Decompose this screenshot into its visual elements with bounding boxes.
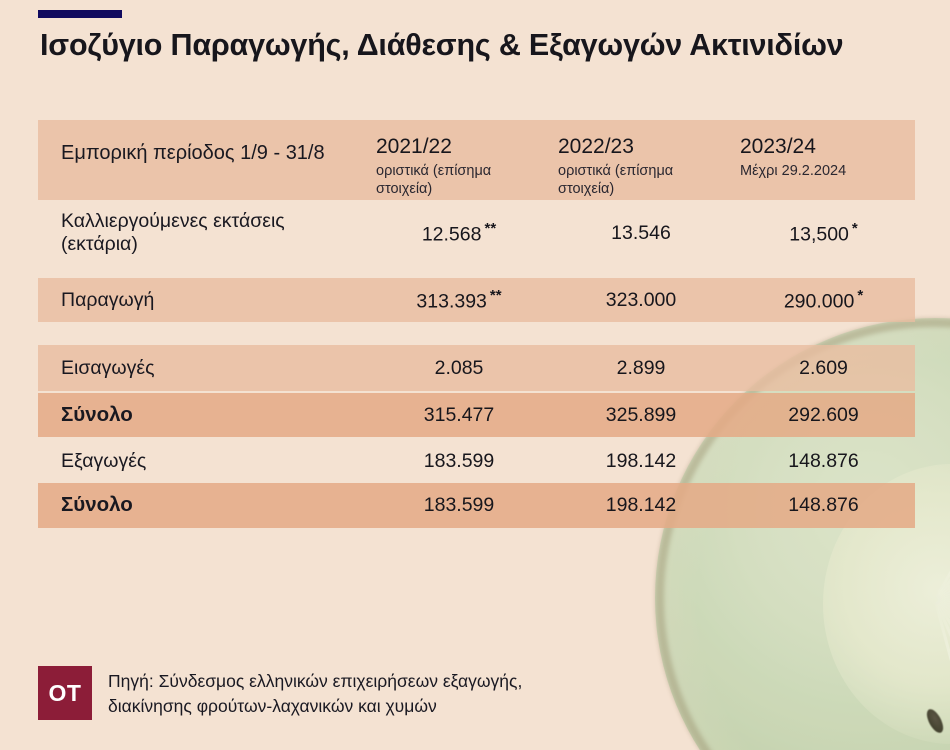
- row-value: 2.085: [368, 357, 550, 380]
- value-text: 2.085: [434, 356, 484, 379]
- kiwi-ray: [933, 599, 950, 750]
- value-text: 290.000: [783, 290, 855, 313]
- kiwi-ray: [933, 598, 950, 750]
- header-year: 2023/24: [740, 135, 816, 158]
- kiwi-ray: [934, 598, 950, 657]
- kiwi-ray: [933, 598, 950, 750]
- kiwi-ray: [934, 598, 950, 616]
- kiwi-ray: [933, 365, 950, 601]
- value-footnote-mark: **: [489, 286, 502, 304]
- header-subtitle: οριστικά (επίσημα στοιχεία): [558, 163, 674, 198]
- value-text: 315.477: [423, 403, 495, 426]
- row-label: Εξαγωγές: [61, 449, 147, 472]
- source-line-2: διακίνησης φρούτων-λαχανικών και χυμών: [108, 696, 437, 717]
- row-label: Σύνολο: [61, 493, 133, 517]
- row-value: 313.393 **: [368, 287, 550, 314]
- value-text: 2.609: [799, 356, 848, 379]
- row-label: Καλλιεργούμενες εκτάσεις (εκτάρια): [61, 210, 285, 255]
- row-value: 290.000 *: [732, 287, 915, 314]
- table-row: Εξαγωγές 183.599 198.142 148.876: [38, 440, 915, 482]
- footer: ΟΤ Πηγή: Σύνδεσμος ελληνικών επιχειρήσεω…: [38, 666, 522, 720]
- header-col-2023-24: 2023/24 Μέχρι 29.2.2024: [732, 120, 915, 180]
- kiwi-ray: [934, 451, 950, 601]
- table-row: Καλλιεργούμενες εκτάσεις (εκτάρια) 12.568 *…: [38, 200, 915, 266]
- page-title: Ισοζύγιο Παραγωγής, Διάθεσης & Εξαγωγών …: [40, 28, 844, 62]
- header-col-2022-23: 2022/23 οριστικά (επίσημα στοιχεία): [550, 120, 732, 198]
- kiwi-ray: [934, 598, 950, 698]
- row-value: 13.546: [550, 222, 732, 245]
- row-label: Σύνολο: [61, 402, 133, 426]
- value-text: 2.899: [616, 356, 666, 379]
- kiwi-ray: [933, 418, 950, 601]
- row-value: 183.599: [368, 494, 550, 517]
- row-value: 2.609: [732, 357, 915, 380]
- row-value: 12.568 **: [368, 220, 550, 247]
- value-footnote-mark: *: [857, 286, 864, 304]
- row-value: 325.899: [550, 404, 732, 427]
- row-value: 2.899: [550, 357, 732, 380]
- header-subtitle: Μέχρι 29.2.2024: [740, 163, 847, 180]
- value-footnote-mark: **: [484, 219, 497, 237]
- row-value: 13,500 *: [732, 220, 915, 247]
- value-text: 13.546: [611, 221, 671, 244]
- header-period-label: Εμπορική περίοδος 1/9 - 31/8: [61, 142, 325, 164]
- table-header-row: Εμπορική περίοδος 1/9 - 31/8 2021/22 ορι…: [38, 120, 915, 200]
- value-text: 292.609: [788, 403, 859, 426]
- row-value: 183.599: [368, 450, 550, 473]
- table-row: Σύνολο 315.477 325.899 292.609: [38, 393, 915, 437]
- kiwi-ray: [934, 528, 950, 601]
- value-text: 325.899: [605, 403, 677, 426]
- value-text: 183.599: [423, 494, 495, 516]
- value-text: 198.142: [605, 449, 677, 472]
- kiwi-ray: [934, 598, 950, 736]
- header-year: 2022/23: [558, 135, 634, 158]
- ot-logo: ΟΤ: [38, 666, 92, 720]
- row-value: 198.142: [550, 494, 732, 517]
- row-value: 315.477: [368, 404, 550, 427]
- source-note: Πηγή: Σύνδεσμος ελληνικών επιχειρήσεων ε…: [108, 666, 522, 720]
- kiwi-ray: [933, 598, 950, 750]
- row-label: Παραγωγή: [61, 288, 155, 311]
- value-text: 12.568: [421, 223, 482, 246]
- value-text: 198.142: [605, 494, 677, 516]
- header-subtitle: οριστικά (επίσημα στοιχεία): [376, 163, 492, 198]
- kiwi-ray: [934, 488, 950, 601]
- kiwi-seed: [923, 706, 947, 736]
- table-row: Σύνολο 183.599 198.142 148.876: [38, 483, 915, 528]
- value-text: 323.000: [605, 288, 677, 311]
- kiwi-ray: [933, 389, 950, 601]
- row-value: 148.876: [732, 494, 915, 517]
- header-col-2021-22: 2021/22 οριστικά (επίσημα στοιχεία): [368, 120, 550, 198]
- table-row: Παραγωγή 313.393 ** 323.000 290.000 *: [38, 278, 915, 322]
- value-footnote-mark: *: [851, 219, 858, 237]
- header-year: 2021/22: [376, 135, 452, 158]
- value-text: 313.393: [416, 290, 487, 313]
- value-text: 183.599: [423, 449, 495, 472]
- kiwi-ray: [934, 598, 950, 750]
- row-value: 292.609: [732, 404, 915, 427]
- row-value: 198.142: [550, 450, 732, 473]
- row-value: 323.000: [550, 289, 732, 312]
- accent-bar: [38, 10, 122, 18]
- value-text: 148.876: [788, 449, 859, 472]
- source-line-1: Πηγή: Σύνδεσμος ελληνικών επιχειρήσεων ε…: [108, 671, 523, 691]
- value-text: 13,500: [789, 223, 849, 246]
- value-text: 148.876: [788, 494, 859, 516]
- row-label: Εισαγωγές: [61, 356, 155, 379]
- row-value: 148.876: [732, 450, 915, 473]
- kiwi-ray: [934, 569, 950, 601]
- table-row: Εισαγωγές 2.085 2.899 2.609: [38, 345, 915, 391]
